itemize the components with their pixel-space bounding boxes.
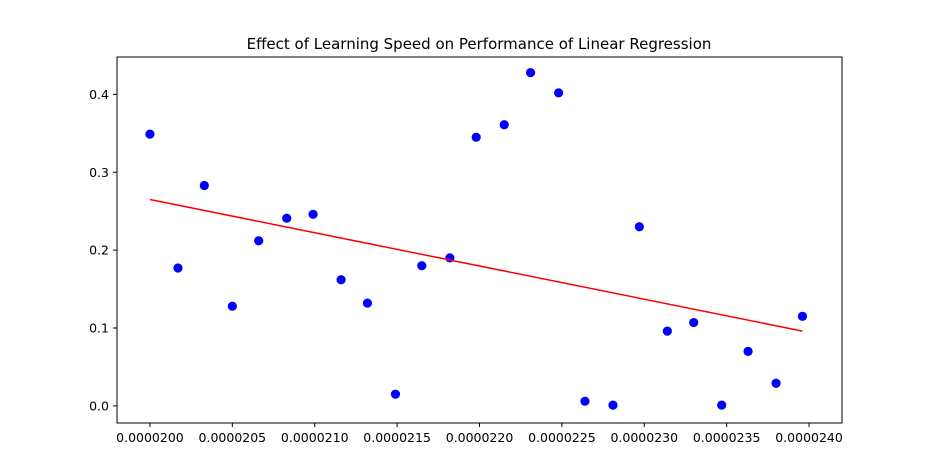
chart-title: Effect of Learning Speed on Performance … bbox=[247, 35, 712, 53]
data-point bbox=[554, 88, 563, 97]
data-point bbox=[336, 275, 345, 284]
x-tick-label: 0.0000235 bbox=[693, 430, 761, 445]
data-point bbox=[145, 129, 154, 138]
data-point bbox=[173, 263, 182, 272]
data-point bbox=[717, 400, 726, 409]
data-point bbox=[526, 68, 535, 77]
y-tick-label: 0.1 bbox=[89, 320, 109, 335]
data-point bbox=[308, 210, 317, 219]
data-point bbox=[391, 390, 400, 399]
data-point bbox=[580, 397, 589, 406]
y-tick-label: 0.4 bbox=[89, 87, 109, 102]
y-tick-label: 0.3 bbox=[89, 165, 109, 180]
data-point bbox=[200, 181, 209, 190]
data-point bbox=[798, 312, 807, 321]
regression-line bbox=[150, 200, 803, 332]
x-tick-label: 0.0000210 bbox=[281, 430, 349, 445]
x-tick-label: 0.0000225 bbox=[528, 430, 596, 445]
x-tick-label: 0.0000205 bbox=[199, 430, 267, 445]
x-tick-label: 0.0000215 bbox=[363, 430, 431, 445]
data-point bbox=[689, 318, 698, 327]
data-point bbox=[635, 222, 644, 231]
data-point bbox=[472, 133, 481, 142]
x-tick-label: 0.0000200 bbox=[116, 430, 184, 445]
y-axis: 0.0 0.1 0.2 0.3 0.4 bbox=[89, 87, 117, 413]
x-tick-label: 0.0000240 bbox=[775, 430, 843, 445]
y-tick-label: 0.0 bbox=[89, 398, 109, 413]
x-tick-label: 0.0000230 bbox=[610, 430, 678, 445]
data-point bbox=[771, 379, 780, 388]
data-point bbox=[282, 214, 291, 223]
plot-marks bbox=[145, 68, 807, 410]
data-point bbox=[228, 302, 237, 311]
data-point bbox=[363, 298, 372, 307]
data-point bbox=[743, 347, 752, 356]
x-axis: 0.0000200 0.0000205 0.0000210 0.0000215 0.00… bbox=[116, 423, 843, 445]
plot-frame bbox=[117, 57, 842, 423]
data-point bbox=[608, 400, 617, 409]
data-point bbox=[500, 120, 509, 129]
x-tick-label: 0.0000220 bbox=[446, 430, 514, 445]
data-point bbox=[663, 327, 672, 336]
y-tick-label: 0.2 bbox=[89, 243, 109, 258]
data-point bbox=[417, 261, 426, 270]
data-point bbox=[254, 236, 263, 245]
